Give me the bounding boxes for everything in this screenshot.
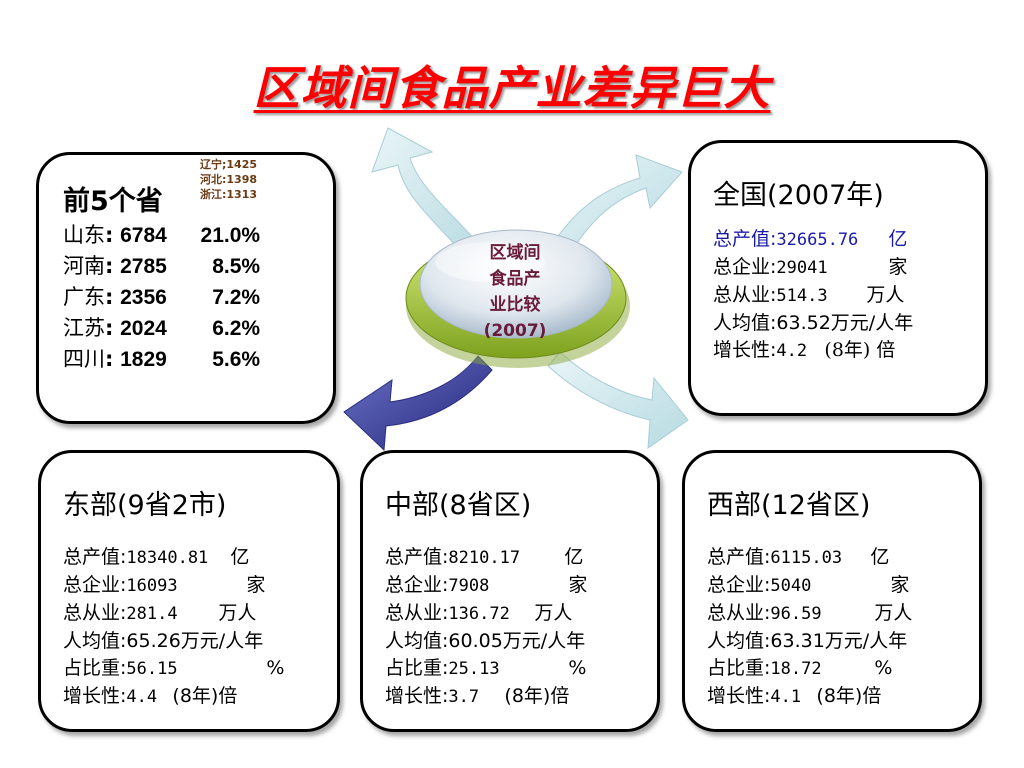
slide-title: 区域间食品产业差异巨大 [253,61,771,115]
central-row: 增长性:3.7 (8年)倍 [385,685,570,707]
central-row: 占比重:25.13% [385,657,587,679]
top5-row: 江苏: 2024 6.2% [63,316,261,340]
west-row: 占比重:18.72% [707,657,893,679]
east-row: 人均值:65.26万元/人年 [63,630,264,652]
top5-provinces-box: 前5个省 山东: 6784 21.0% 河南: 2785 8.5% 广东: 2356… [36,152,336,424]
central-heading: 中部(8省区) [385,490,532,521]
arrow-lower-right [547,351,689,450]
center-label: 区域间 食品产 业比较 (2007) [483,243,547,341]
top5-row: 四川: 1829 5.6% [63,347,261,371]
center-disk-face [419,229,613,339]
east-row: 总从业:281.4 万人 [63,602,257,624]
east-region-box: 东部(9省2市) 总产值:18340.81 亿 总企业:16093 家 总从业:28… [38,450,340,732]
central-row: 总从业:136.72 万人 [385,602,573,624]
east-row: 总企业:16093 家 [63,574,266,596]
west-row: 总产值:6115.03 亿 [707,546,890,568]
west-row: 人均值:63.31万元/人年 [707,630,908,652]
top5-row: 广东: 2356 7.2% [63,285,261,309]
west-row: 总企业:5040 家 [707,574,910,596]
east-row: 占比重:56.15% [63,657,285,679]
top5-extra-list: 辽宁;1425 河北:1398 浙江:1313 [200,158,258,201]
top5-row: 山东: 6784 21.0% [63,223,261,247]
top5-row: 河南: 2785 8.5% [63,254,261,278]
national-row: 增长性:4.2 (8年) 倍 [713,339,896,361]
west-region-box: 西部(12省区) 总产值:6115.03 亿 总企业:5040 家 总从业:96.5… [682,450,982,732]
national-row: 总从业:514.3 万人 [713,284,905,306]
arrow-lower-left [343,355,493,452]
east-row: 增长性:4.4 (8年)倍 [63,685,238,707]
arrow-upper-right [547,154,683,263]
central-row: 人均值:60.05万元/人年 [385,630,586,652]
east-heading: 东部(9省2市) [63,490,227,521]
national-row: 总产值:32665.76 亿 [713,228,908,250]
west-row: 增长性:4.1 (8年)倍 [707,685,882,707]
west-row: 总从业:96.59 万人 [707,602,913,624]
west-heading: 西部(12省区) [707,490,871,521]
national-box: 全国(2007年) 总产值:32665.76 亿 总企业:29041 家 总从业:5… [688,140,988,416]
central-region-box: 中部(8省区) 总产值:8210.17 亿 总企业:7908 家 总从业:136.7… [360,450,660,732]
national-heading: 全国(2007年) [713,180,884,211]
arrow-upper-left [371,127,483,263]
top5-heading: 前5个省 [63,186,163,217]
central-row: 总产值:8210.17 亿 [385,546,584,568]
central-row: 总企业:7908 家 [385,574,588,596]
national-row: 人均值:63.52万元/人年 [713,312,914,334]
east-row: 总产值:18340.81 亿 [63,546,250,568]
national-row: 总企业:29041 家 [713,256,908,278]
